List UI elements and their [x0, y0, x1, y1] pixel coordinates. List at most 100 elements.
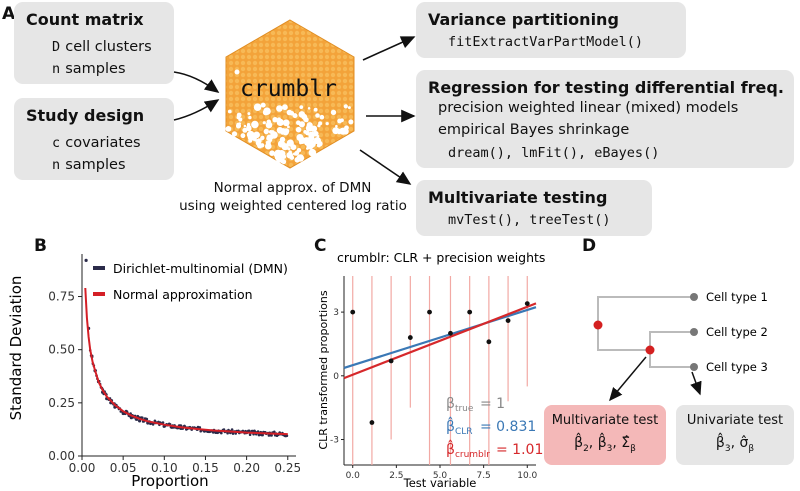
hex-dot	[342, 128, 349, 135]
hex-dot	[253, 103, 262, 111]
c-y-tick-label: 0	[333, 372, 339, 382]
arrow-count-to-hex	[173, 71, 220, 93]
hex-dot	[272, 117, 278, 123]
hex-dot	[242, 127, 248, 133]
hex-dot	[286, 109, 293, 116]
regression-line-beta_CLR	[343, 306, 537, 370]
hex-dot	[262, 121, 266, 125]
multivariate-title: Multivariate testing	[428, 188, 608, 207]
panel-letter-b: B	[34, 236, 47, 256]
hex-dot	[313, 108, 317, 112]
b-x-tick-label: 0.05	[110, 461, 137, 475]
hex-dot	[260, 143, 265, 148]
hex-dot	[286, 140, 293, 146]
hex-dot	[246, 125, 252, 131]
c-title: crumblr: CLR + precision weights	[337, 250, 545, 265]
hex-dot	[308, 148, 317, 157]
panel-b-chart: 0.00 0.05 0.10 0.15 0.20 0.25 0.00 0.25 0.50 0.75…	[7, 254, 300, 490]
panel-letter-a: A	[2, 4, 16, 24]
b-xlabel: Proportion	[131, 472, 208, 490]
panel-letter-d: D	[582, 236, 597, 256]
c-ylabel: CLR transformed proportions	[317, 290, 330, 449]
dmn-point	[84, 258, 88, 262]
tree-branch-1	[597, 296, 694, 325]
regression-line1: precision weighted linear (mixed) models	[438, 100, 739, 116]
data-point	[388, 358, 394, 364]
tree-branch-root	[597, 325, 650, 351]
tree-leaf-1	[690, 293, 698, 301]
dmn-point	[153, 419, 157, 423]
hex-dot	[290, 144, 297, 151]
caption-line1: Normal approx. of DMN	[213, 180, 372, 196]
data-point	[505, 318, 511, 323]
hex-dot	[248, 115, 252, 120]
hex-dot	[292, 113, 298, 119]
multivariate-test-box: Multivariate test β̂2, β̂3, Σ̂β	[544, 405, 666, 465]
multivariate-box: Multivariate testing mvTest(), treeTest(…	[416, 180, 652, 236]
arrow-to-multivariate	[609, 356, 647, 402]
data-point	[350, 309, 356, 315]
hex-dot	[316, 143, 321, 148]
hex-dot	[298, 111, 306, 118]
multivariate-test-params: β̂2, β̂3, Σ̂β	[574, 435, 636, 454]
hex-dot	[316, 134, 320, 138]
c-y-tick-label: 3	[333, 308, 339, 318]
hex-dot	[260, 102, 266, 108]
beta-clr-symbol: β̂CLR	[446, 416, 473, 437]
hex-dot	[263, 128, 269, 135]
hex-dot	[325, 122, 329, 126]
data-point	[524, 301, 530, 307]
study-design-line1: c covariates	[52, 135, 141, 151]
b-x-tick-label: 0.10	[151, 461, 178, 475]
hex-dot	[269, 150, 275, 156]
dmn-point	[273, 430, 276, 434]
hex-dot	[288, 150, 292, 154]
beta-true-value: = 1	[480, 396, 505, 412]
hex-dot	[299, 105, 304, 109]
study-design-box: Study design c covariates n samples	[14, 98, 174, 180]
hex-dot	[257, 143, 261, 147]
b-y-tick-label: 0.00	[48, 449, 75, 463]
hex-dot	[281, 159, 287, 165]
b-x-tick-label: 0.20	[233, 461, 260, 475]
c-x-tick-label: 10.0	[517, 471, 537, 481]
b-y-tick-label: 0.25	[48, 396, 75, 410]
regression-line2: empirical Bayes shrinkage	[438, 122, 630, 138]
legend-normal-swatch	[93, 292, 105, 296]
hex-dot	[295, 126, 302, 133]
count-matrix-title: Count matrix	[26, 10, 144, 29]
hex-dot	[307, 107, 311, 110]
dmn-point	[231, 432, 235, 435]
dmn-point	[270, 434, 273, 437]
crumblr-hexagon	[225, 19, 355, 169]
regression-line-beta_crumblr	[343, 302, 537, 380]
hex-dot	[292, 152, 296, 156]
data-point	[448, 330, 453, 336]
beta-clr-value: = 0.831	[480, 419, 536, 435]
tree-leaf-3	[690, 363, 698, 371]
tree-leaf-2	[690, 328, 698, 336]
dmn-point	[145, 417, 149, 421]
hex-dot	[270, 130, 275, 134]
cell-type-2-label: Cell type 2	[706, 325, 768, 339]
hexagon-white-dots	[225, 69, 354, 165]
arrow-to-univariate	[690, 371, 702, 396]
tree-branch-2	[649, 331, 694, 350]
dmn-point	[141, 416, 144, 419]
legend-normal-label: Normal approximation	[113, 287, 253, 302]
data-point	[407, 335, 413, 340]
hex-dot	[265, 121, 273, 129]
data-point	[427, 309, 432, 315]
tree-inner-node	[645, 345, 655, 355]
dmn-point	[248, 433, 252, 436]
hex-dot	[282, 128, 289, 136]
hex-dot	[282, 119, 290, 127]
b-ylabel: Standard Deviation	[7, 276, 25, 421]
data-point	[486, 339, 492, 345]
hex-dot	[317, 124, 321, 128]
dmn-point	[261, 433, 264, 437]
legend-dmn-swatch	[93, 266, 105, 270]
variance-code: fitExtractVarPartModel()	[448, 34, 644, 50]
hex-dot	[260, 136, 265, 141]
normal-approx-line	[84, 287, 288, 436]
